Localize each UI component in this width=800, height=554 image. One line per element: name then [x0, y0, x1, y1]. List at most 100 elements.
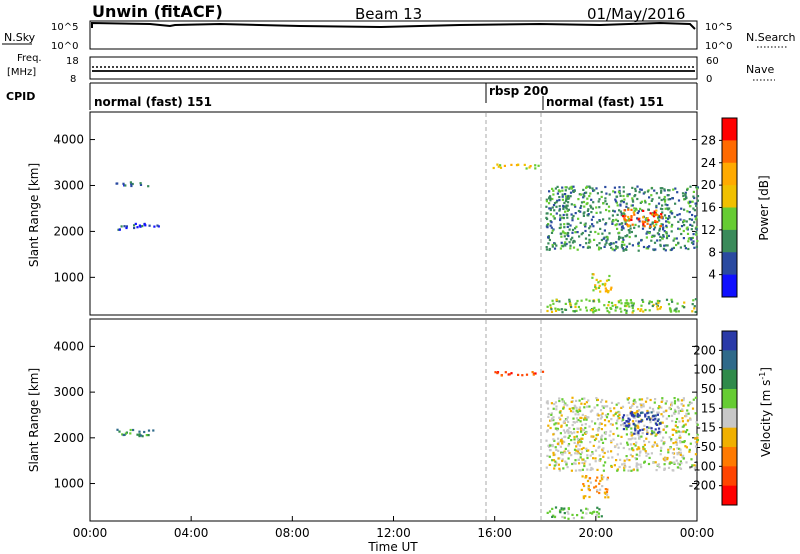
data-cell: [589, 192, 592, 195]
data-cell: [556, 429, 559, 432]
data-cell: [627, 215, 630, 219]
data-cell: [565, 463, 568, 466]
data-cell: [696, 433, 699, 436]
data-cell: [623, 304, 627, 307]
data-cell: [551, 299, 554, 302]
data-cell: [609, 439, 613, 442]
data-cell: [619, 210, 622, 213]
data-cell: [630, 216, 633, 219]
data-cell: [626, 219, 629, 222]
data-cell: [605, 202, 608, 206]
data-cell: [561, 458, 564, 461]
data-cell: [652, 414, 656, 417]
data-cell: [500, 374, 503, 377]
data-cell: [572, 310, 575, 313]
data-cell: [643, 443, 646, 446]
data-cell: [649, 398, 652, 402]
data-cell: [653, 211, 656, 214]
data-cell: [660, 223, 663, 226]
data-cell: [604, 243, 607, 246]
data-cell: [578, 444, 581, 447]
data-cell: [559, 410, 562, 413]
data-cell: [611, 220, 614, 223]
data-cell: [565, 424, 568, 427]
data-cell: [577, 441, 580, 444]
data-cell: [678, 466, 681, 469]
data-cell: [678, 213, 681, 216]
data-cell: [627, 438, 630, 441]
data-cell: [691, 464, 694, 467]
data-cell: [692, 242, 695, 246]
data-cell: [641, 298, 644, 302]
data-cell: [582, 483, 585, 486]
data-cell: [599, 409, 603, 412]
data-cell: [669, 198, 672, 201]
data-cell: [666, 244, 669, 247]
data-cell: [655, 206, 658, 209]
data-cell: [583, 402, 586, 406]
data-cell: [675, 459, 678, 462]
data-cell: [653, 210, 656, 213]
data-cell: [625, 428, 628, 431]
data-cell: [567, 231, 570, 235]
data-cell: [626, 303, 629, 306]
data-cell: [679, 409, 682, 412]
data-cell: [640, 188, 643, 191]
data-cell: [585, 431, 588, 434]
data-cell: [598, 242, 601, 245]
data-cell: [611, 222, 614, 225]
data-cell: [672, 448, 675, 451]
data-cell: [589, 240, 592, 243]
data-cell: [670, 439, 673, 442]
data-cell: [557, 441, 560, 444]
data-cell: [682, 440, 685, 444]
data-cell: [659, 243, 662, 246]
data-cell: [547, 415, 550, 418]
data-cell: [552, 453, 555, 457]
data-cell: [597, 512, 600, 515]
data-cell: [571, 396, 574, 399]
data-cell: [508, 373, 511, 376]
data-cell: [641, 220, 644, 223]
data-cell: [665, 237, 669, 240]
data-cell: [696, 240, 699, 243]
data-cell: [584, 237, 588, 240]
data-cell: [620, 419, 624, 423]
data-cell: [589, 454, 592, 457]
data-cell: [581, 433, 584, 436]
data-cell: [618, 231, 621, 234]
data-cell: [529, 165, 532, 168]
data-cell: [625, 223, 628, 226]
data-cell: [549, 224, 552, 227]
data-cell: [655, 204, 658, 207]
data-cell: [621, 423, 625, 426]
data-cell: [674, 441, 677, 444]
data-cell: [591, 207, 594, 210]
data-cell: [677, 407, 680, 410]
data-cell: [517, 373, 520, 376]
data-cell: [551, 187, 554, 190]
data-cell: [685, 227, 688, 230]
data-cell: [682, 424, 686, 427]
data-cell: [629, 413, 632, 416]
data-cell: [139, 183, 143, 186]
data-cell: [677, 227, 680, 230]
data-cell: [628, 193, 631, 196]
data-cell: [141, 225, 144, 228]
data-cell: [650, 235, 654, 238]
y-tick-label: 3000: [53, 178, 84, 192]
data-cell: [685, 461, 688, 464]
data-cell: [573, 310, 576, 313]
data-cell: [570, 439, 573, 442]
data-cell: [693, 305, 696, 308]
data-cell: [642, 221, 645, 224]
data-cell: [141, 435, 144, 438]
data-cell: [585, 306, 588, 309]
data-cell: [663, 230, 666, 233]
data-cell: [684, 191, 687, 194]
data-cell: [601, 485, 604, 488]
data-cell: [567, 436, 570, 439]
data-cell: [645, 451, 648, 454]
data-cell: [618, 209, 621, 212]
data-cell: [611, 214, 614, 217]
